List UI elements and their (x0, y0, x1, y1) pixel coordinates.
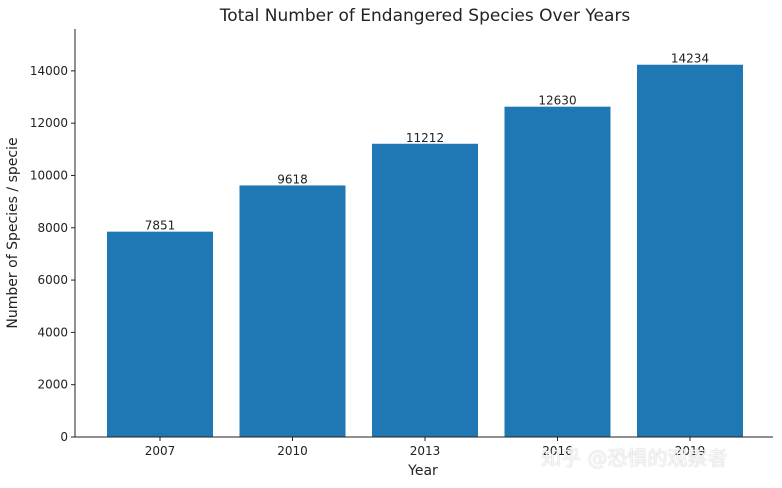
chart-title: Total Number of Endangered Species Over … (219, 6, 631, 26)
y-tick-label-10000: 10000 (30, 168, 68, 182)
bar-2013 (372, 143, 478, 438)
x-tick-label-2013: 2013 (410, 444, 441, 458)
y-tick-label-0: 0 (60, 430, 68, 444)
y-tick-label-14000: 14000 (30, 64, 68, 78)
data-label-2007: 7851 (145, 219, 176, 233)
data-label-2013: 11212 (406, 131, 444, 145)
x-tick-label-2007: 2007 (145, 444, 176, 458)
y-tick-label-8000: 8000 (37, 221, 68, 235)
bars-group: 7851 9618 11212 12630 14234 (107, 52, 743, 438)
bar-2019 (637, 64, 743, 438)
y-tick-label-2000: 2000 (37, 378, 68, 392)
data-label-2019: 14234 (671, 52, 709, 66)
y-tick-label-12000: 12000 (30, 116, 68, 130)
x-axis-label: Year (407, 463, 438, 479)
y-tick-label-4000: 4000 (37, 325, 68, 339)
y-axis-label: Number of Species / specie (5, 137, 21, 328)
x-tick-label-2019: 2019 (675, 444, 706, 458)
data-label-2010: 9618 (277, 172, 308, 186)
bar-2010 (239, 185, 346, 437)
y-tick-label-6000: 6000 (37, 273, 68, 287)
x-tick-label-2016: 2016 (542, 444, 573, 458)
data-label-2016: 12630 (538, 94, 576, 108)
bar-2007 (107, 231, 213, 437)
ticks-group: 2007 2010 2013 2016 2019 0 2000 4000 6000 8000 100… (30, 64, 705, 458)
bar-2016 (504, 106, 611, 437)
watermark: 知乎 @恐惧的观察者 (541, 446, 728, 470)
x-tick-label-2010: 2010 (277, 444, 308, 458)
